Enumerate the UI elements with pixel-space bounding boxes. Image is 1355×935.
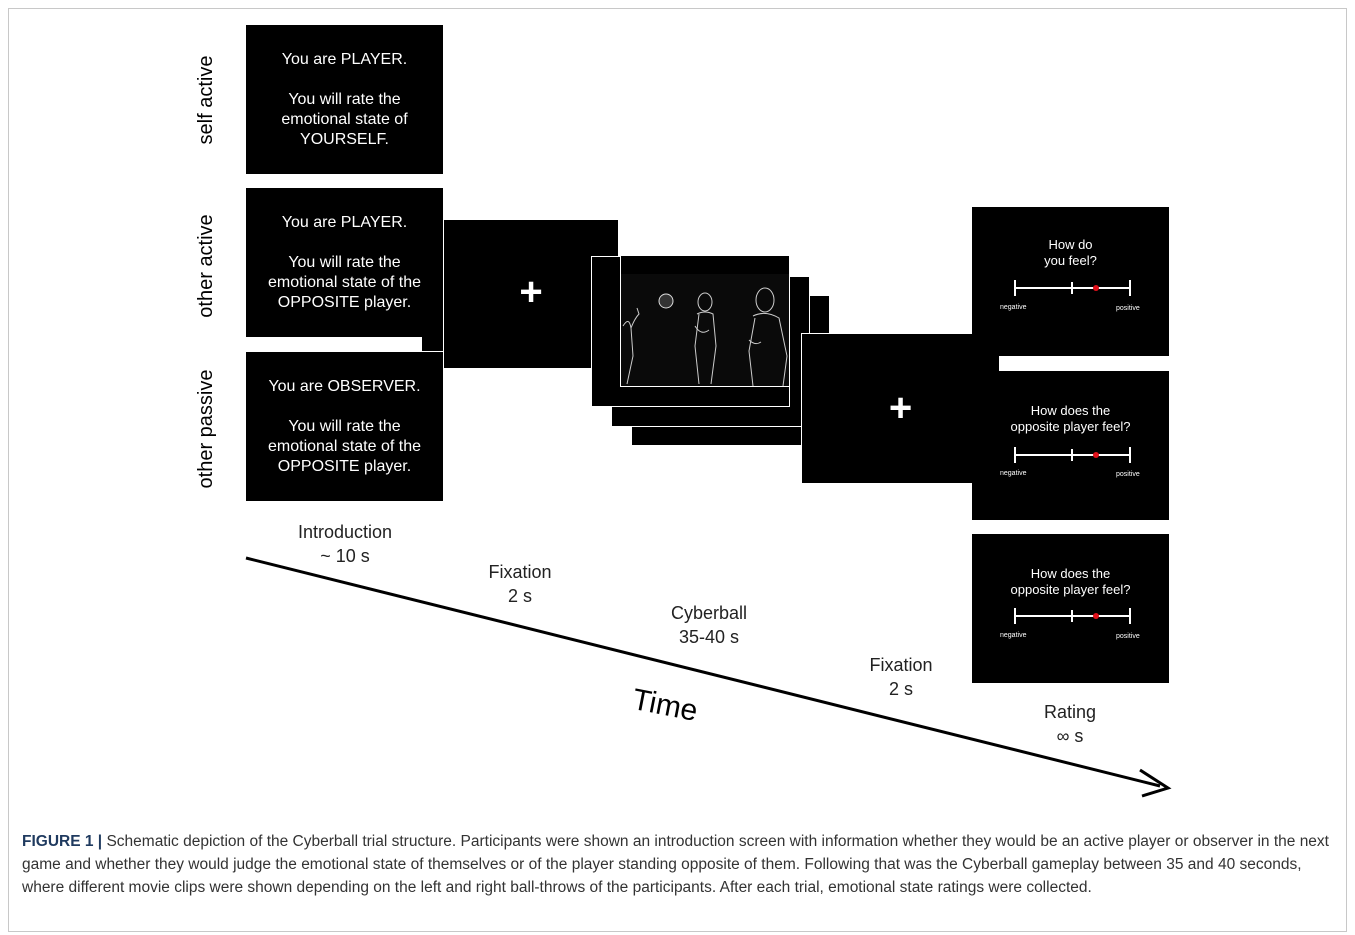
intro-line-3: emotional state of the (268, 274, 421, 291)
rating-question-line1: How does the (1030, 403, 1111, 418)
step-introduction: Introduction ~ 10 s (270, 520, 420, 568)
step-fixation-2: Fixation 2 s (826, 653, 976, 701)
intro-line-2: You will rate the (288, 254, 401, 271)
step-duration: 2 s (507, 586, 532, 606)
intro-screen-other-passive: You are OBSERVER. You will rate the emot… (246, 352, 443, 501)
condition-label-other-passive: other passive (195, 369, 217, 489)
rating-marker (1093, 613, 1099, 619)
rating-screen-other-active: How does the opposite player feel? negat… (972, 371, 1169, 520)
caption-label: FIGURE 1 | (22, 833, 103, 850)
condition-label-self-active: self active (195, 55, 217, 145)
scale-negative-label: negative (1000, 304, 1027, 311)
rating-question-line2: you feel? (1044, 253, 1097, 268)
rating-scale: negative positive (1000, 280, 1140, 312)
cyberball-players-image (621, 274, 789, 386)
step-name: Fixation (488, 562, 552, 582)
scale-positive-label: positive (1116, 633, 1140, 640)
fixation-screen-2: + (801, 333, 1000, 484)
cyberball-clip-front (620, 255, 790, 387)
step-rating: Rating ∞ s (995, 700, 1145, 748)
step-duration: 2 s (888, 679, 913, 699)
intro-line-2: You will rate the (288, 418, 401, 435)
rating-marker (1093, 285, 1099, 291)
step-duration: ~ 10 s (320, 546, 370, 566)
rating-marker (1093, 452, 1099, 458)
intro-line-1: You are OBSERVER. (268, 378, 421, 395)
intro-line-1: You are PLAYER. (281, 214, 408, 231)
scale-negative-label: negative (1000, 470, 1027, 477)
figure-frame (8, 8, 1347, 932)
intro-line-3: emotional state of (281, 111, 408, 128)
intro-line-4: OPPOSITE player. (277, 294, 412, 311)
rating-question-line1: How do (1048, 237, 1093, 252)
intro-line-3: emotional state of the (268, 438, 421, 455)
step-fixation-1: Fixation 2 s (445, 560, 595, 608)
scale-negative-label: negative (1000, 632, 1027, 639)
caption-text: Schematic depiction of the Cyberball tri… (22, 833, 1329, 896)
fixation-cross: + (519, 270, 543, 314)
intro-screen-self-active: You are PLAYER. You will rate the emotio… (246, 25, 443, 174)
intro-line-4: OPPOSITE player. (277, 458, 412, 475)
step-name: Cyberball (670, 603, 748, 623)
intro-line-1: You are PLAYER. (281, 51, 408, 68)
step-name: Introduction (297, 522, 393, 542)
rating-question-line2: opposite player feel? (1010, 419, 1131, 434)
fixation-screen-1: + (443, 219, 619, 369)
step-duration: ∞ s (1056, 726, 1084, 746)
intro-line-4: YOURSELF. (300, 131, 389, 148)
intro-line-2: You will rate the (288, 91, 401, 108)
scale-positive-label: positive (1116, 305, 1140, 312)
figure-caption: FIGURE 1 | Schematic depiction of the Cy… (22, 830, 1332, 899)
condition-label-other-active: other active (195, 214, 217, 318)
step-duration: 35-40 s (678, 627, 740, 647)
intro-screen-other-active: You are PLAYER. You will rate the emotio… (246, 188, 443, 337)
fixation-cross: + (888, 386, 913, 430)
step-cyberball: Cyberball 35-40 s (634, 601, 784, 649)
step-name: Rating (1043, 702, 1097, 722)
rating-scale: negative positive (1000, 447, 1140, 478)
step-name: Fixation (869, 655, 933, 675)
scale-positive-label: positive (1116, 471, 1140, 478)
rating-screen-self: How do you feel? negative positive (972, 207, 1169, 356)
rating-scale: negative positive (1000, 608, 1140, 640)
rating-screen-other-passive: How does the opposite player feel? negat… (972, 534, 1169, 683)
